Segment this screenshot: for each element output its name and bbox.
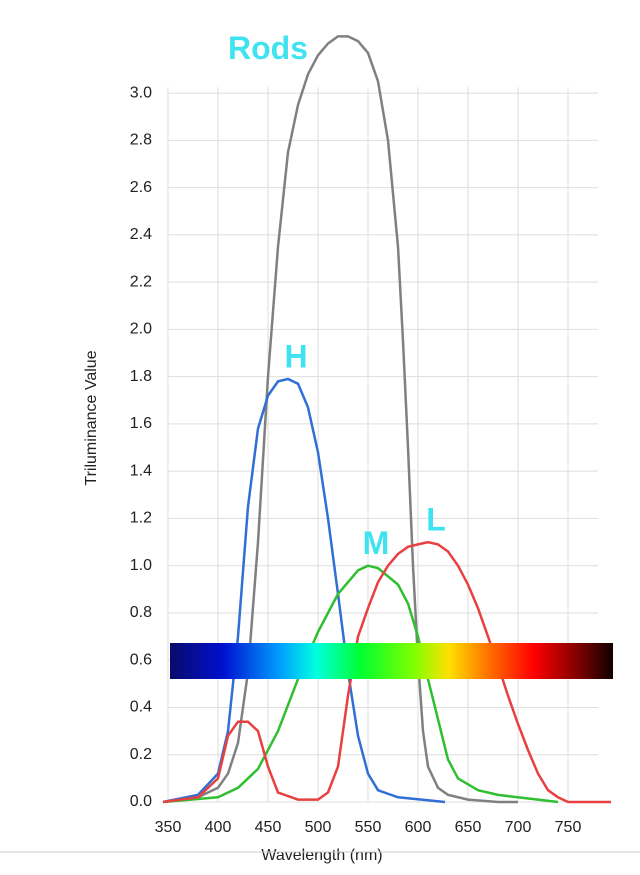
y-tick-label: 1.2	[130, 510, 152, 527]
y-tick-label: 0.0	[130, 793, 152, 810]
y-tick-label: 1.4	[130, 462, 152, 479]
labels: 0.0 0.2 0.4 0.6 0.8 1.0 1.2 1.4 1.6 1.8 2.0 2.2 2.4 2…	[130, 30, 582, 836]
x-tick-label: 700	[505, 819, 532, 836]
x-tick-label: 750	[555, 819, 582, 836]
series-line	[162, 540, 611, 804]
x-tick-label: 650	[455, 819, 482, 836]
x-tick-label: 600	[405, 819, 432, 836]
x-tick-label: 450	[255, 819, 282, 836]
y-tick-label: 2.0	[130, 321, 152, 338]
y-tick-label: 2.2	[130, 273, 152, 290]
series-label: Rods	[228, 30, 308, 66]
x-tick-label: 500	[305, 819, 332, 836]
y-tick-label: 1.8	[130, 368, 152, 385]
y-tick-label: 0.4	[130, 699, 152, 716]
y-tick-label: 2.4	[130, 226, 152, 243]
series-label: H	[284, 338, 307, 374]
y-tick-label: 2.8	[130, 132, 152, 149]
x-tick-label: 400	[205, 819, 232, 836]
series-line	[162, 35, 518, 804]
y-tick-label: 3.0	[130, 84, 152, 101]
x-tick-label: 550	[355, 819, 382, 836]
y-tick-label: 0.2	[130, 746, 152, 763]
series-label: L	[426, 502, 446, 538]
y-tick-label: 0.6	[130, 651, 152, 668]
y-axis-title: Triluminance Value	[83, 350, 100, 485]
y-tick-label: 1.6	[130, 415, 152, 432]
y-tick-label: 0.8	[130, 604, 152, 621]
series-label: M	[363, 525, 390, 561]
series-line	[162, 564, 559, 804]
x-tick-label: 350	[155, 819, 182, 836]
y-tick-label: 2.6	[130, 179, 152, 196]
series-line	[162, 377, 446, 804]
lines	[162, 35, 611, 804]
x-axis-title: Wavelength (nm)	[261, 847, 382, 864]
spectrum-band	[170, 643, 613, 679]
grid	[167, 87, 598, 803]
y-tick-label: 1.0	[130, 557, 152, 574]
